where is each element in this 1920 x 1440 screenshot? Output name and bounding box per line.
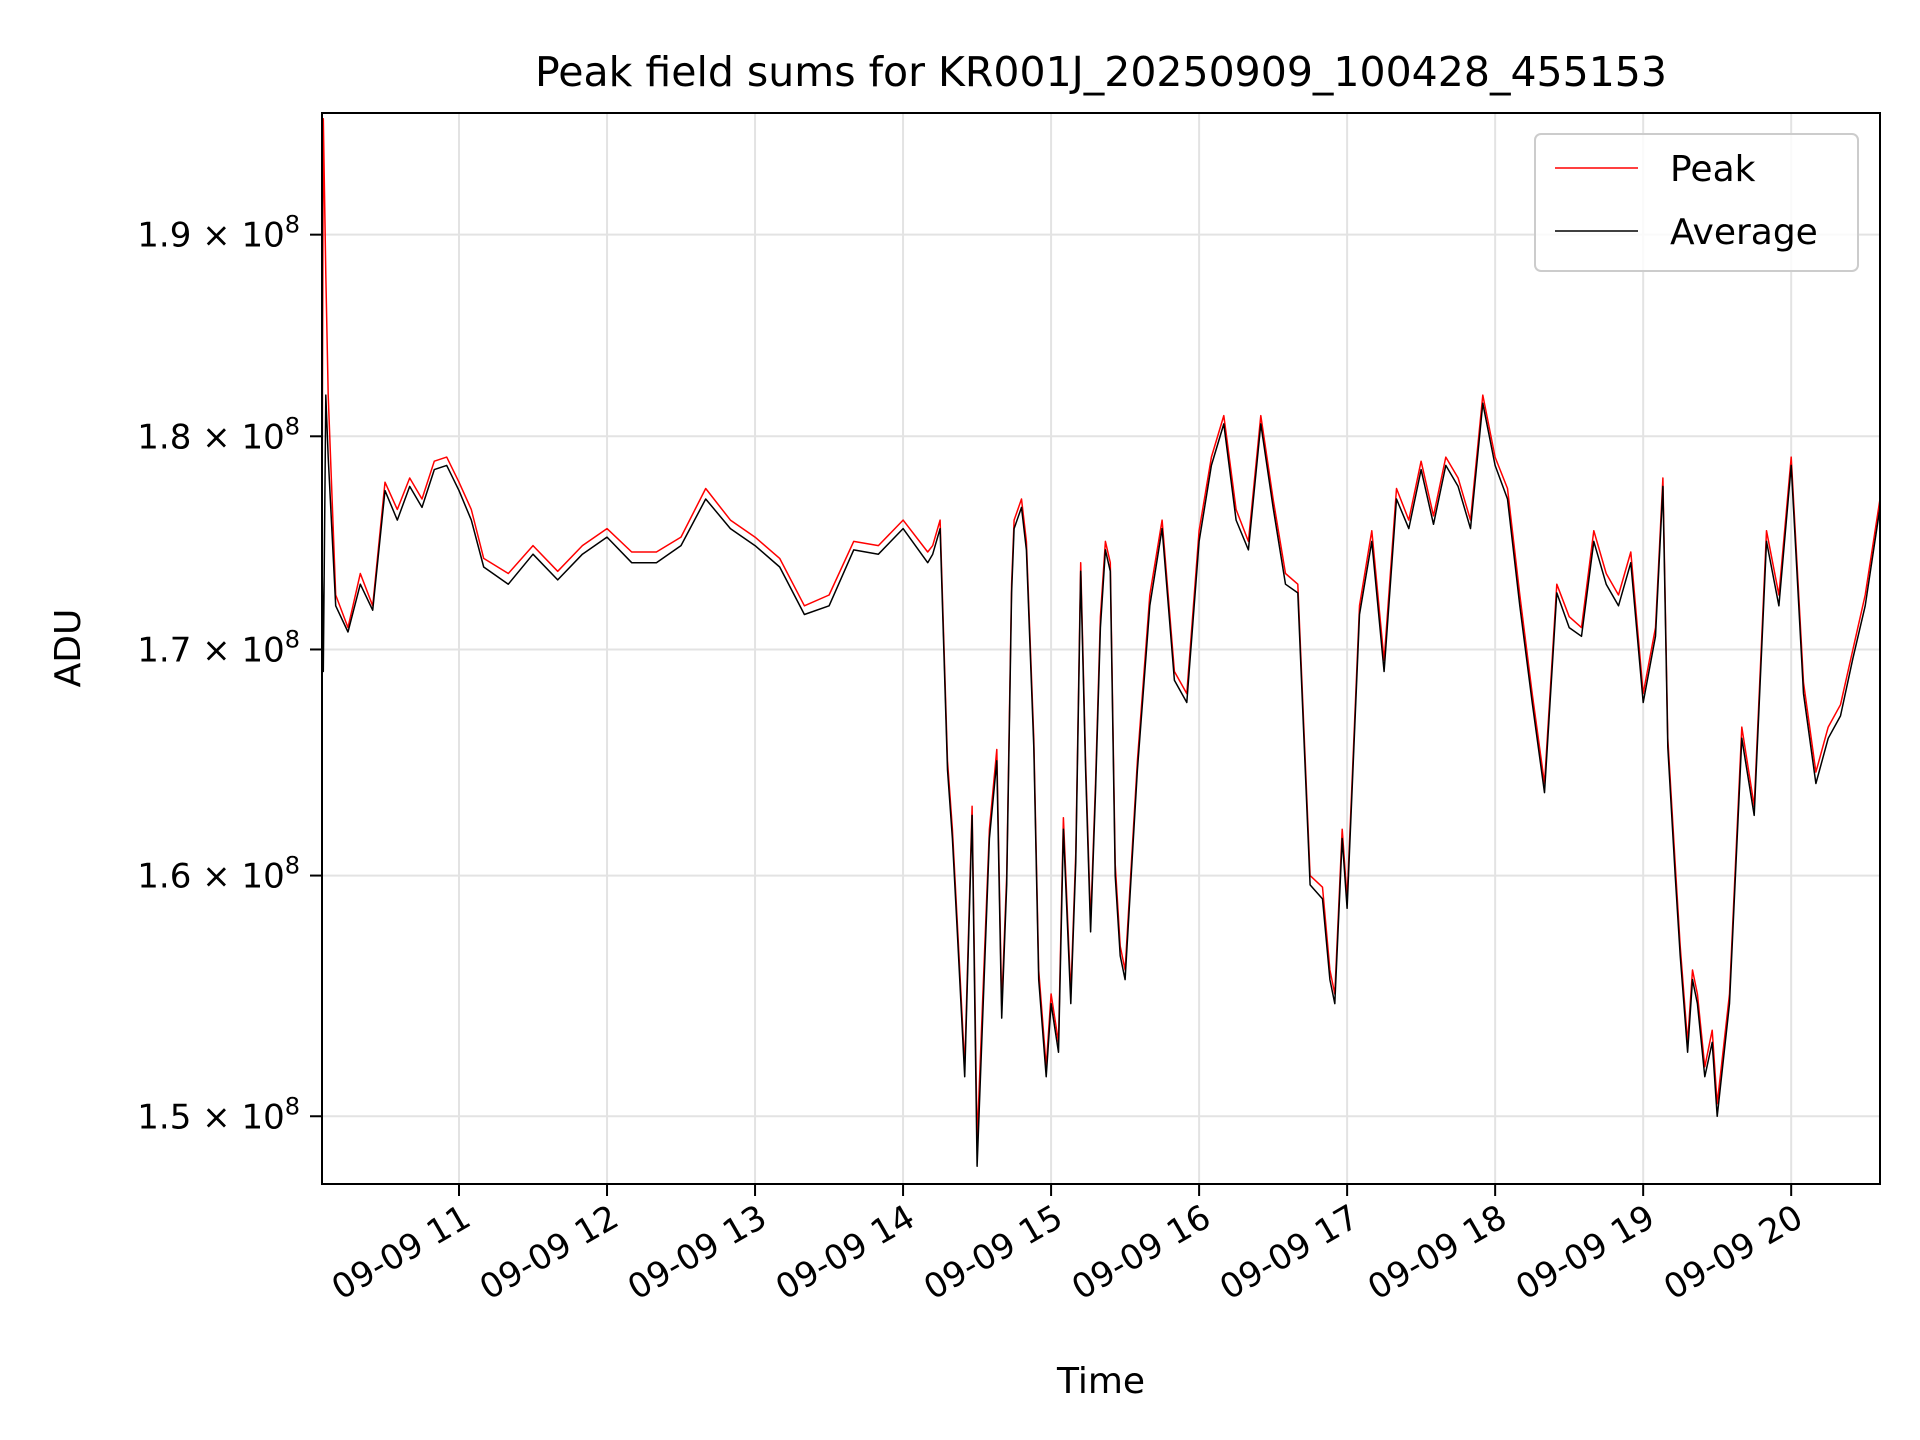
y-tick-mantissa: 1.6 (137, 857, 191, 897)
y-tick-mantissa: 1.9 (137, 216, 191, 256)
grid (322, 113, 1880, 1184)
y-tick-label: 1.8 × 108 (137, 412, 300, 457)
series-line-average (322, 394, 1880, 1168)
y-axis-label: ADU (48, 609, 89, 688)
chart-title: Peak field sums for KR001J_20250909_1004… (535, 48, 1667, 96)
legend: Peak Average (1534, 133, 1859, 272)
y-axis: 1.5 × 108 1.6 × 108 1.7 × 108 1.8 × 108 1.9 … (137, 211, 322, 1137)
legend-label-average: Average (1670, 212, 1818, 253)
y-tick-mantissa: 1.7 (137, 630, 191, 670)
y-tick-label: 1.9 × 108 (137, 211, 300, 256)
y-tick-label: 1.6 × 108 (137, 852, 300, 897)
y-tick-exponent: 8 (285, 412, 300, 440)
y-tick-label: 1.7 × 108 (137, 625, 300, 670)
y-tick-exponent: 8 (285, 852, 300, 880)
y-tick-mantissa: 1.5 (137, 1097, 191, 1137)
y-tick-label: 1.5 × 108 (137, 1092, 300, 1137)
y-tick-mantissa: 1.8 (137, 417, 191, 457)
legend-label-peak: Peak (1670, 149, 1756, 190)
y-tick-exponent: 8 (285, 1092, 300, 1120)
y-tick-exponent: 8 (285, 211, 300, 239)
x-axis-label: Time (1056, 1361, 1145, 1402)
plot-area (322, 117, 1880, 1168)
y-tick-exponent: 8 (285, 625, 300, 653)
